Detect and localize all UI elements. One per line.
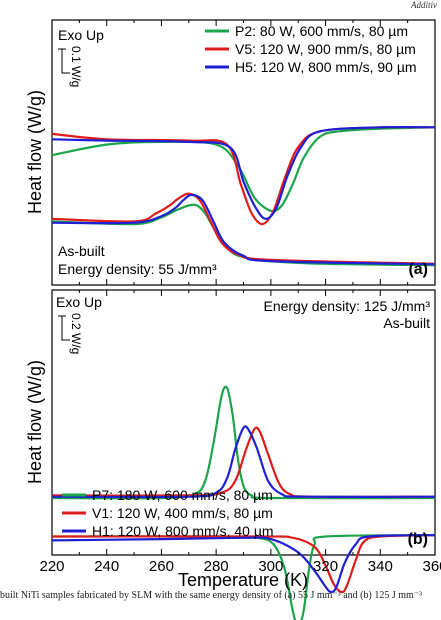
panel-a-legend: P2: 80 W, 600 mm/s, 80 µm V5: 120 W, 900 …	[205, 23, 417, 75]
panel-b-legend-label: H1: 120 W, 800 mm/s, 40 µm	[92, 523, 274, 539]
panel-b-note-energy: Energy density: 125 J/mm³	[263, 298, 430, 314]
panel-a-curves	[51, 125, 436, 267]
figure-caption: built NiTi samples fabricated by SLM wit…	[0, 590, 423, 601]
panel-a-note-as-built: As-built	[58, 243, 105, 259]
panel-a-note-energy: Energy density: 55 J/mm³	[58, 261, 217, 277]
x-tick-label: 320	[313, 558, 338, 575]
panel-b-curves	[51, 385, 436, 620]
panel-a-legend-label: H5: 120 W, 800 mm/s, 90 µm	[235, 59, 417, 75]
panel-b-series-3-heating-line	[51, 534, 436, 594]
x-tick-label: 220	[39, 558, 64, 575]
panel-a-scale-label: 0.1 W/g	[69, 46, 83, 87]
panel-a-label: (a)	[408, 261, 428, 278]
panel-a-series-3-heating-line	[51, 125, 436, 220]
panel-b-scale-bar: 0.2 W/g	[58, 313, 83, 354]
panel-b-label: (b)	[408, 531, 428, 548]
x-tick-label: 360	[422, 558, 441, 575]
panel-b: Exo Up 0.2 W/g Energy density: 125 J/mm³…	[51, 289, 436, 620]
x-tick-label: 240	[94, 558, 119, 575]
x-tick-labels: 220 240 260 280 300 320 340 360	[39, 558, 441, 575]
panel-a-legend-label: P2: 80 W, 600 mm/s, 80 µm	[235, 23, 408, 39]
panel-b-legend-label: P7: 180 W, 600 mm/s, 80 µm	[92, 487, 273, 503]
panel-b-legend: P7: 180 W, 600 mm/s, 80 µm V1: 120 W, 400…	[62, 487, 274, 539]
panel-b-legend-label: V1: 120 W, 400 mm/s, 80 µm	[92, 505, 273, 521]
panel-b-ticks	[51, 290, 436, 555]
panel-b-note-as-built: As-built	[383, 315, 430, 331]
panel-a-legend-label: V5: 120 W, 900 mm/s, 80 µm	[235, 41, 416, 57]
panel-b-scale-label: 0.2 W/g	[69, 313, 83, 354]
panel-a: Exo Up 0.1 W/g P2: 80 W, 600 mm/s, 80 µm…	[51, 19, 436, 286]
x-tick-label: 340	[368, 558, 393, 575]
panel-b-exo-up: Exo Up	[56, 294, 102, 310]
panel-b-series-1-cooling-line	[51, 385, 436, 500]
x-tick-label: 280	[204, 558, 229, 575]
y-axis-label-b: Heat flow (W/g)	[25, 360, 45, 484]
panel-a-ticks	[51, 20, 436, 285]
y-axis-label-a: Heat flow (W/g)	[25, 90, 45, 214]
panel-a-series-2-cooling-line	[51, 192, 436, 265]
panel-b-series-2-heating-line	[51, 534, 436, 594]
panel-a-series-3-cooling-line	[51, 193, 436, 266]
panel-a-scale-bar: 0.1 W/g	[58, 46, 83, 87]
x-tick-label: 300	[258, 558, 283, 575]
x-tick-label: 260	[149, 558, 174, 575]
panel-b-series-3-cooling-line	[51, 425, 436, 499]
journal-corner-label: Additiv	[411, 0, 437, 10]
panel-a-exo-up: Exo Up	[58, 27, 104, 43]
x-axis-label: Temperature (K)	[178, 570, 308, 590]
